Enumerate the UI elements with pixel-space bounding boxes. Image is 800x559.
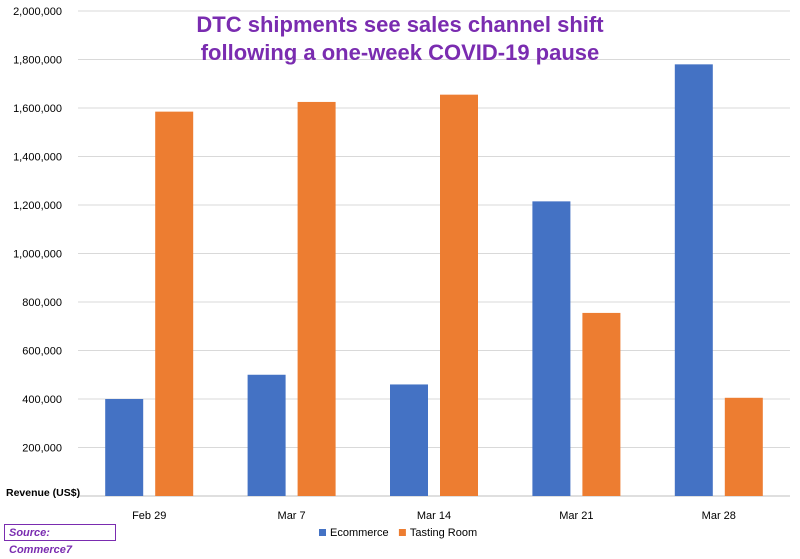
y-tick-label: 1,800,000	[13, 55, 62, 67]
bar-ecommerce-mar-14	[390, 384, 428, 496]
bar-ecommerce-mar-21	[532, 201, 571, 497]
bar-tasting-room-mar-28	[724, 397, 763, 496]
x-tick-label: Mar 14	[417, 510, 451, 522]
y-tick-label: 800,000	[22, 297, 62, 309]
bar-ecommerce-feb-29	[105, 399, 144, 496]
chart-title-line-1: DTC shipments see sales channel shift	[196, 12, 604, 37]
legend-swatch	[319, 529, 326, 536]
bar-tasting-room-mar-7	[297, 101, 336, 496]
source-note: Source: Commerce7	[4, 524, 116, 556]
x-tick-label: Mar 7	[278, 510, 306, 522]
y-tick-label: 1,200,000	[13, 200, 62, 212]
y-tick-label: 1,400,000	[13, 152, 62, 164]
legend-swatch	[398, 529, 406, 536]
x-tick-label: Mar 21	[559, 510, 593, 522]
legend-label: Tasting Room	[410, 527, 477, 539]
y-axis-label: Revenue (US$)	[6, 487, 81, 499]
y-tick-label: 600,000	[22, 346, 62, 358]
y-tick-label: 1,000,000	[13, 249, 62, 261]
x-tick-label: Mar 28	[702, 510, 736, 522]
y-tick-label: 2,000,000	[13, 6, 62, 18]
bar-tasting-room-mar-14	[440, 94, 478, 496]
y-tick-label: 400,000	[22, 394, 62, 406]
bar-tasting-room-feb-29	[155, 111, 194, 496]
bar-ecommerce-mar-28	[674, 64, 713, 496]
bar-tasting-room-mar-21	[582, 312, 621, 496]
x-tick-label: Feb 29	[132, 510, 166, 522]
legend-label: Ecommerce	[330, 527, 389, 539]
bar-ecommerce-mar-7	[247, 374, 286, 496]
chart-title-line-2: following a one-week COVID-19 pause	[200, 40, 600, 65]
y-tick-label: 200,000	[22, 443, 62, 455]
y-tick-label: 1,600,000	[13, 103, 62, 115]
